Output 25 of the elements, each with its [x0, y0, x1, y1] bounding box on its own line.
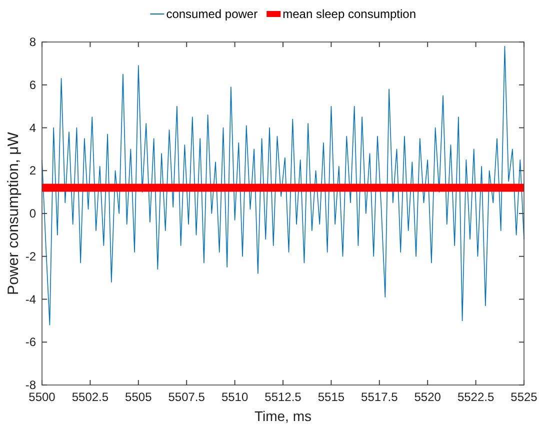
y-tick-label: 4 — [29, 120, 36, 135]
x-tick-label: 5507.5 — [168, 390, 206, 404]
x-tick-label: 5500 — [28, 390, 56, 404]
y-axis-title: Power consumption, μW — [5, 131, 22, 295]
x-tick-label: 5515 — [318, 390, 345, 404]
legend-label: consumed power — [166, 7, 258, 21]
x-tick-label: 5505 — [125, 390, 152, 404]
y-tick-label: -2 — [25, 249, 36, 264]
y-tick-label: -8 — [25, 378, 36, 392]
x-axis-title: Time, ms — [254, 408, 312, 424]
y-tick-label: 2 — [29, 164, 36, 178]
x-tick-label: 5522.5 — [457, 390, 494, 404]
x-tick-label: 5502.5 — [72, 390, 109, 404]
x-tick-label: 5525 — [510, 390, 538, 404]
line-series — [42, 46, 524, 326]
x-tick-label: 5520 — [414, 390, 442, 404]
x-tick-label: 5512.5 — [264, 390, 302, 404]
y-tick-label: 6 — [29, 78, 36, 92]
x-tick-label: 5517.5 — [361, 390, 398, 404]
x-tick-label: 5510 — [221, 390, 248, 404]
legend-label: mean sleep consumption — [282, 7, 416, 21]
y-tick-label: 0 — [29, 206, 36, 220]
y-tick-label: -4 — [25, 292, 36, 306]
y-tick-label: -6 — [25, 335, 36, 350]
y-tick-label: 8 — [29, 35, 36, 49]
